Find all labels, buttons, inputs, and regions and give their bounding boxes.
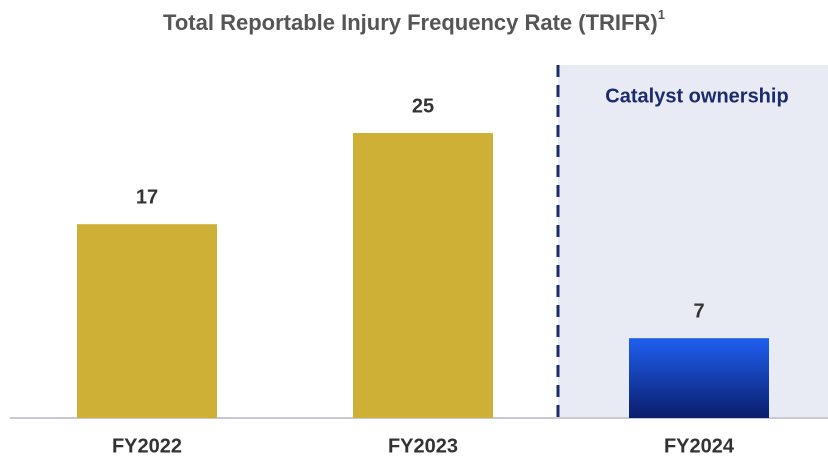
x-tick-label: FY2022 [112, 435, 182, 457]
x-tick-label: FY2023 [388, 435, 458, 457]
title-footnote: 1 [658, 7, 665, 22]
data-label: 17 [136, 186, 158, 208]
title-text: Total Reportable Injury Frequency Rate (… [163, 10, 658, 35]
bar [629, 338, 769, 418]
chart-title: Total Reportable Injury Frequency Rate (… [163, 7, 665, 34]
data-label: 25 [412, 95, 434, 117]
data-label: 7 [693, 300, 704, 322]
x-tick-label: FY2024 [664, 435, 735, 457]
bar [77, 224, 217, 418]
bar [353, 133, 493, 418]
annotation: Catalyst ownership [605, 85, 788, 107]
